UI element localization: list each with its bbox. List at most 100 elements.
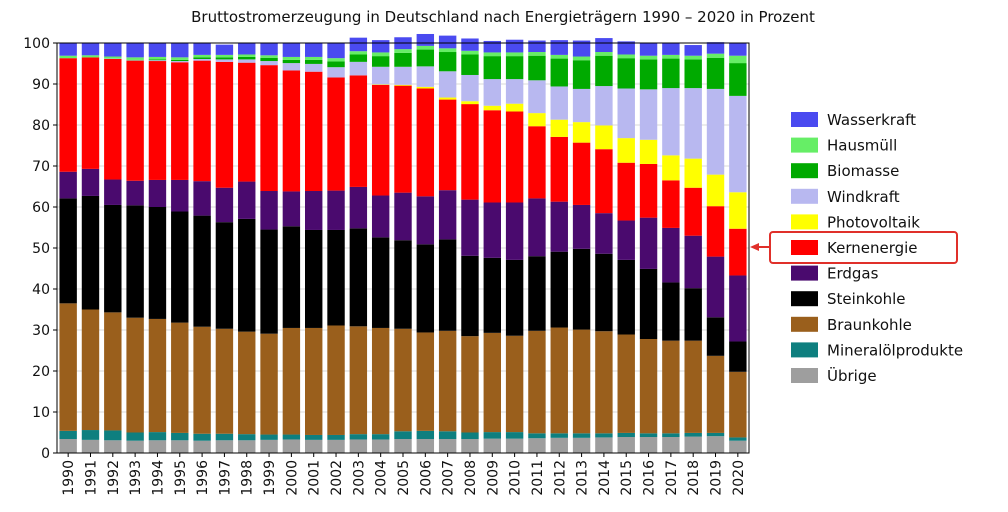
bar-segment xyxy=(483,257,501,333)
bar-segment xyxy=(238,59,256,63)
bar-segment xyxy=(349,326,368,435)
bar-segment xyxy=(483,432,501,439)
bar-segment xyxy=(461,439,479,453)
x-tick-label: 2017 xyxy=(664,460,680,496)
bar-segment xyxy=(617,437,635,453)
legend-label: Übrige xyxy=(827,366,877,385)
bar-segment xyxy=(215,44,234,55)
bar-segment xyxy=(617,432,635,438)
bar-2013 xyxy=(572,40,591,453)
legend-label: Erdgas xyxy=(827,265,879,283)
bar-segment xyxy=(550,119,568,137)
bar-segment xyxy=(706,53,725,58)
bar-segment xyxy=(59,439,77,453)
bar-segment xyxy=(327,58,345,62)
bar-segment xyxy=(371,434,390,440)
bar-2019 xyxy=(706,42,725,453)
bar-2005 xyxy=(394,37,412,453)
bar-segment xyxy=(684,235,702,289)
legend-item: Windkraft xyxy=(791,188,900,206)
bar-segment xyxy=(505,259,524,336)
bar-segment xyxy=(438,99,457,191)
bar-2020 xyxy=(729,43,747,453)
bar-2015 xyxy=(617,41,635,453)
bar-segment xyxy=(595,253,613,332)
bar-segment xyxy=(148,432,167,441)
bar-segment xyxy=(81,57,100,169)
bar-segment xyxy=(438,439,457,453)
bar-1992 xyxy=(104,43,122,453)
x-tick-label: 1992 xyxy=(106,460,122,496)
bar-segment xyxy=(572,248,591,330)
bar-segment xyxy=(595,86,613,126)
bar-segment xyxy=(371,56,390,67)
bar-1998 xyxy=(238,43,256,453)
bar-segment xyxy=(706,256,725,318)
x-tick-label: 1999 xyxy=(262,460,278,496)
legend-label: Wasserkraft xyxy=(827,111,916,129)
bar-segment xyxy=(684,45,702,56)
bar-segment xyxy=(729,440,747,453)
bar-1991 xyxy=(81,43,100,453)
bar-segment xyxy=(171,211,189,323)
bar-segment xyxy=(305,434,323,440)
bar-segment xyxy=(394,84,412,86)
bar-segment xyxy=(572,88,591,123)
bar-segment xyxy=(260,43,278,56)
bar-segment xyxy=(215,61,234,188)
bar-segment xyxy=(528,438,546,453)
bar-segment xyxy=(639,43,658,56)
bar-segment xyxy=(282,59,301,64)
bar-segment xyxy=(595,213,613,254)
bar-segment xyxy=(729,55,747,64)
bar-segment xyxy=(438,48,457,53)
y-tick-label: 20 xyxy=(32,364,50,380)
bar-segment xyxy=(595,437,613,453)
bar-segment xyxy=(148,440,167,453)
bar-segment xyxy=(282,191,301,227)
bar-segment xyxy=(706,206,725,257)
bar-segment xyxy=(461,104,479,200)
bar-segment xyxy=(572,40,591,57)
bar-segment xyxy=(416,88,435,197)
x-tick-label: 1991 xyxy=(83,460,99,496)
bar-segment xyxy=(550,40,568,55)
bar-segment xyxy=(282,56,301,60)
bar-segment xyxy=(639,139,658,164)
bar-segment xyxy=(706,57,725,89)
bar-segment xyxy=(684,187,702,236)
x-tick-label: 2015 xyxy=(619,460,635,496)
bar-segment xyxy=(528,198,546,257)
bar-segment xyxy=(193,54,211,58)
bar-segment xyxy=(550,201,568,252)
bar-2016 xyxy=(639,43,658,453)
bar-segment xyxy=(282,70,301,192)
bar-segment xyxy=(327,229,345,326)
x-tick-label: 1993 xyxy=(128,460,144,496)
bar-segment xyxy=(171,43,189,58)
bar-segment xyxy=(394,240,412,329)
bar-segment xyxy=(416,332,435,431)
legend-item: Hausmüll xyxy=(791,137,897,155)
bar-segment xyxy=(349,186,368,229)
bar-segment xyxy=(550,86,568,120)
bar-segment xyxy=(729,437,747,441)
bar-segment xyxy=(148,60,167,62)
bar-2008 xyxy=(461,38,479,453)
bar-segment xyxy=(171,322,189,433)
bar-segment xyxy=(282,226,301,328)
bar-1990 xyxy=(59,43,77,453)
bar-segment xyxy=(215,440,234,453)
bar-segment xyxy=(550,136,568,202)
bar-segment xyxy=(126,57,144,60)
bar-segment xyxy=(126,180,144,206)
bar-segment xyxy=(59,43,77,56)
bar-segment xyxy=(104,43,122,57)
y-tick-label: 30 xyxy=(32,323,50,339)
bar-segment xyxy=(662,155,680,181)
bar-segment xyxy=(238,218,256,332)
x-tick-label: 2011 xyxy=(530,460,546,496)
bar-segment xyxy=(528,330,546,434)
bar-segment xyxy=(215,328,234,434)
